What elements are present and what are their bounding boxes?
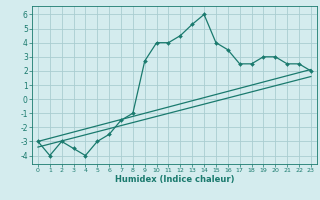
X-axis label: Humidex (Indice chaleur): Humidex (Indice chaleur) [115, 175, 234, 184]
